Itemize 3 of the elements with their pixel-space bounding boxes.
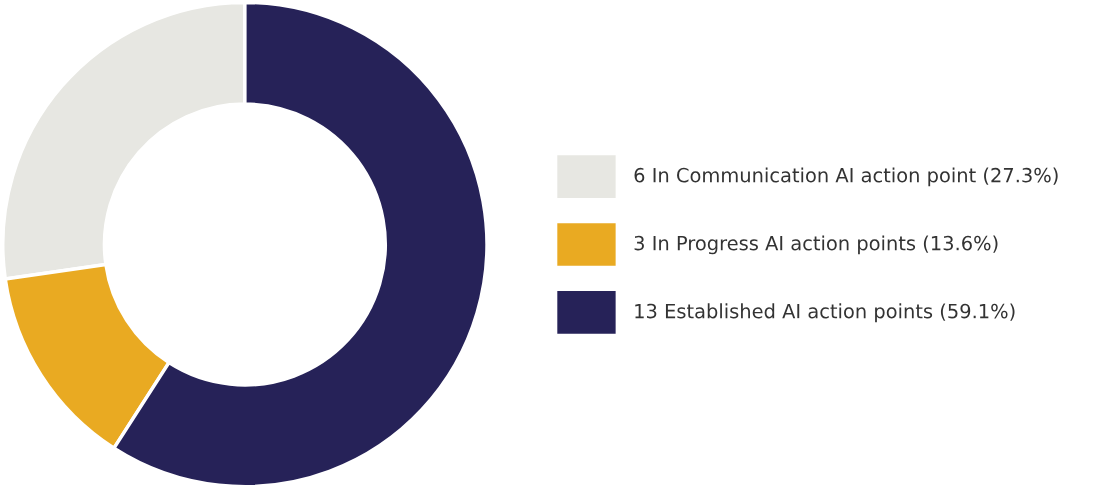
- legend-label: 3 In Progress AI action points (13.6%): [634, 235, 998, 255]
- legend-label: 6 In Communication AI action point (27.3%): [634, 167, 1058, 187]
- legend-label: 13 Established AI action points (59.1%): [635, 303, 1015, 323]
